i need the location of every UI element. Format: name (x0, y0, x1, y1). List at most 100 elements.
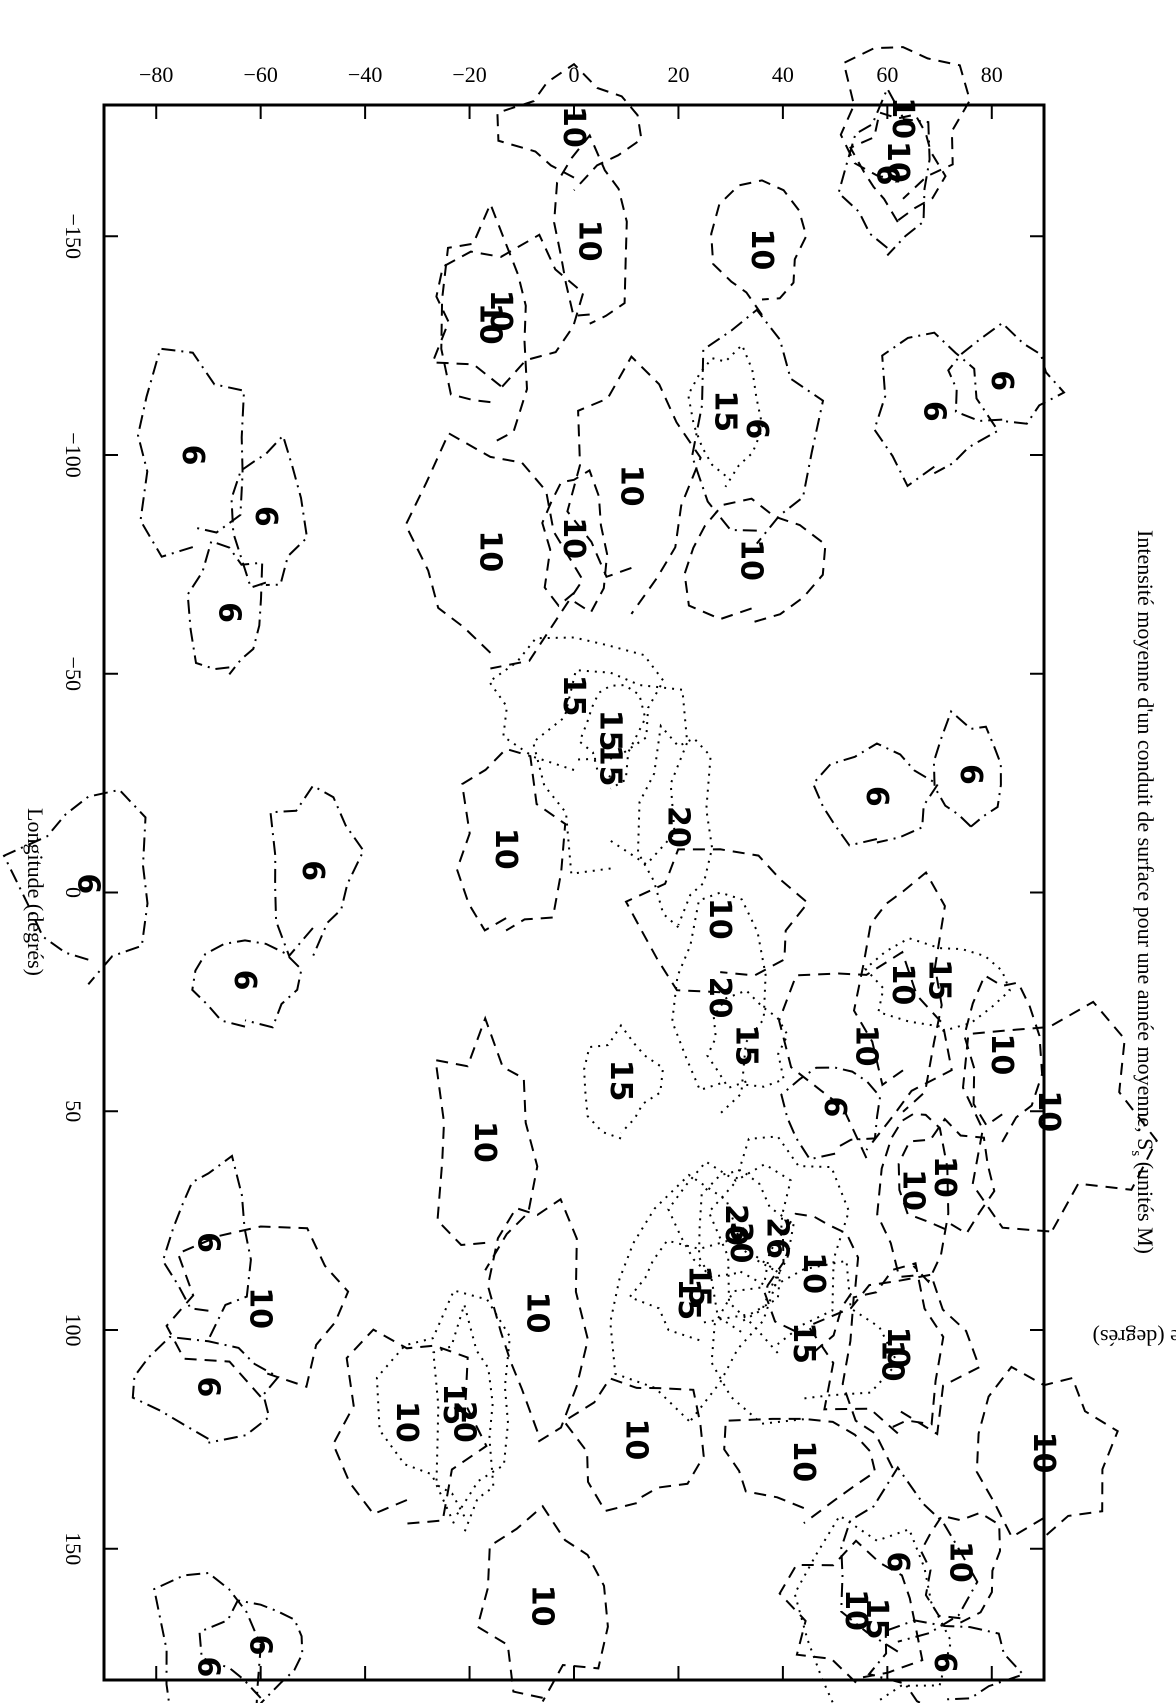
y-tick-label: 0 (569, 62, 580, 87)
x-tick-label: −50 (61, 657, 86, 691)
contour-label: 6 (817, 1096, 852, 1117)
contour-line-15 (609, 1173, 781, 1424)
contour-label: 10 (984, 1034, 1019, 1076)
contour-line-6 (867, 1619, 1025, 1703)
contour-line-10 (852, 870, 946, 1113)
contour-label: 10 (927, 1156, 962, 1198)
contour-line-10 (710, 179, 808, 316)
contour-label: 6 (880, 1551, 915, 1572)
contour-line-10 (431, 233, 585, 389)
contour-line-6 (136, 347, 246, 558)
contour-line-10 (496, 62, 643, 191)
contour-label: 15 (922, 959, 957, 1001)
contour-label: 10 (895, 1169, 930, 1211)
contour-line-6 (2, 788, 149, 985)
y-tick-label: −60 (243, 62, 277, 87)
x-tick-label: 150 (61, 1532, 86, 1565)
y-tick-label: −20 (452, 62, 486, 87)
contour-line-10 (165, 1225, 350, 1398)
contour-label: 20 (446, 1401, 481, 1443)
contour-label: 10 (488, 828, 523, 870)
contour-line-10 (897, 1117, 996, 1235)
x-axis-title: Longitude (degrés) (23, 808, 48, 976)
contour-label: 6 (70, 873, 105, 894)
contour-line-20 (671, 891, 767, 1115)
contour-label: 10 (483, 290, 518, 332)
contour-label: 10 (796, 1252, 831, 1294)
contour-line-6 (186, 540, 264, 676)
contour-line-6 (873, 331, 1000, 488)
contour-line-15 (375, 1289, 511, 1524)
contour-line-10 (486, 1197, 589, 1444)
contour-label: 10 (880, 1327, 915, 1369)
contour-line-10 (624, 848, 810, 994)
contour-label: 15 (859, 1598, 894, 1640)
y-tick-label: −40 (348, 62, 382, 87)
contour-label: 10 (744, 229, 779, 271)
contour-line-10 (683, 497, 827, 624)
contour-line-15 (628, 1238, 782, 1342)
chart-title: Intensité moyenne d'un conduit de surfac… (1128, 530, 1158, 1254)
contour-line-6 (191, 939, 303, 1029)
contour-line-6 (691, 308, 825, 545)
contour-label: 15 (436, 1384, 471, 1426)
contour-label: 15 (593, 745, 628, 787)
x-tick-label: −150 (61, 214, 86, 259)
contour-label: 10 (875, 1340, 910, 1382)
y-tick-label: 60 (876, 62, 898, 87)
contour-label: 6 (190, 1376, 225, 1397)
contour-line-10 (434, 1015, 539, 1271)
x-axis-ticks: −150 −100 −50 0 50 100 150 (61, 214, 1044, 1565)
contour-label: 10 (519, 1292, 554, 1334)
contour-label: 10 (243, 1287, 278, 1329)
contour-label: 15 (671, 1279, 706, 1321)
contour-line-15 (793, 1514, 953, 1703)
x-tick-label: −100 (61, 432, 86, 477)
contour-label: 15 (707, 390, 742, 432)
contour-label: 6 (243, 1635, 278, 1656)
contour-line-10 (762, 1212, 860, 1353)
contour-label: 10 (885, 964, 920, 1006)
contour-line-10 (723, 1417, 877, 1525)
contour-label: 6 (927, 1652, 962, 1673)
contour-label: 6 (984, 370, 1019, 391)
contour-line-10 (404, 431, 584, 670)
contour-line-15 (710, 1259, 899, 1425)
contour-label: 6 (859, 786, 894, 807)
contour-label: 10 (734, 539, 769, 581)
x-tick-label: 0 (61, 887, 86, 898)
contour-label: 10 (613, 465, 648, 507)
contour-line-10 (778, 950, 953, 1159)
contour-line-10 (455, 747, 567, 932)
contour-line-6 (161, 1154, 252, 1341)
contour-line-6 (837, 86, 931, 257)
contour-label: 10 (1026, 1432, 1061, 1474)
contour-label: 15 (786, 1322, 821, 1364)
y-tick-label: −80 (139, 62, 173, 87)
contour-label: 10 (885, 97, 920, 139)
contour-label: 6 (227, 970, 262, 991)
contour-line-10 (806, 1273, 981, 1436)
y-tick-label: 80 (981, 62, 1003, 87)
contour-label: 10 (619, 1419, 654, 1461)
contour-line-10 (975, 1365, 1119, 1539)
contour-label: 10 (472, 303, 507, 345)
contour-label: 6 (190, 1656, 225, 1677)
contour-line-20 (636, 723, 714, 929)
contour-label: 20 (660, 806, 695, 848)
contour-label: 10 (389, 1401, 424, 1443)
contour-label: 6 (916, 401, 951, 422)
contour-label: 6 (953, 764, 988, 785)
contour-line-6 (932, 709, 1002, 828)
contour-label: 6 (175, 445, 210, 466)
contour-label: 15 (593, 710, 628, 752)
contour-label: 10 (467, 1121, 502, 1163)
contour-label: 26 (760, 1217, 795, 1259)
contour-label: 10 (525, 1585, 560, 1627)
contour-label: 15 (728, 1025, 763, 1067)
contour-line-10 (553, 133, 628, 325)
contour-label: 10 (786, 1440, 821, 1482)
contour-line-10 (476, 1504, 609, 1702)
y-tick-label: 40 (772, 62, 794, 87)
